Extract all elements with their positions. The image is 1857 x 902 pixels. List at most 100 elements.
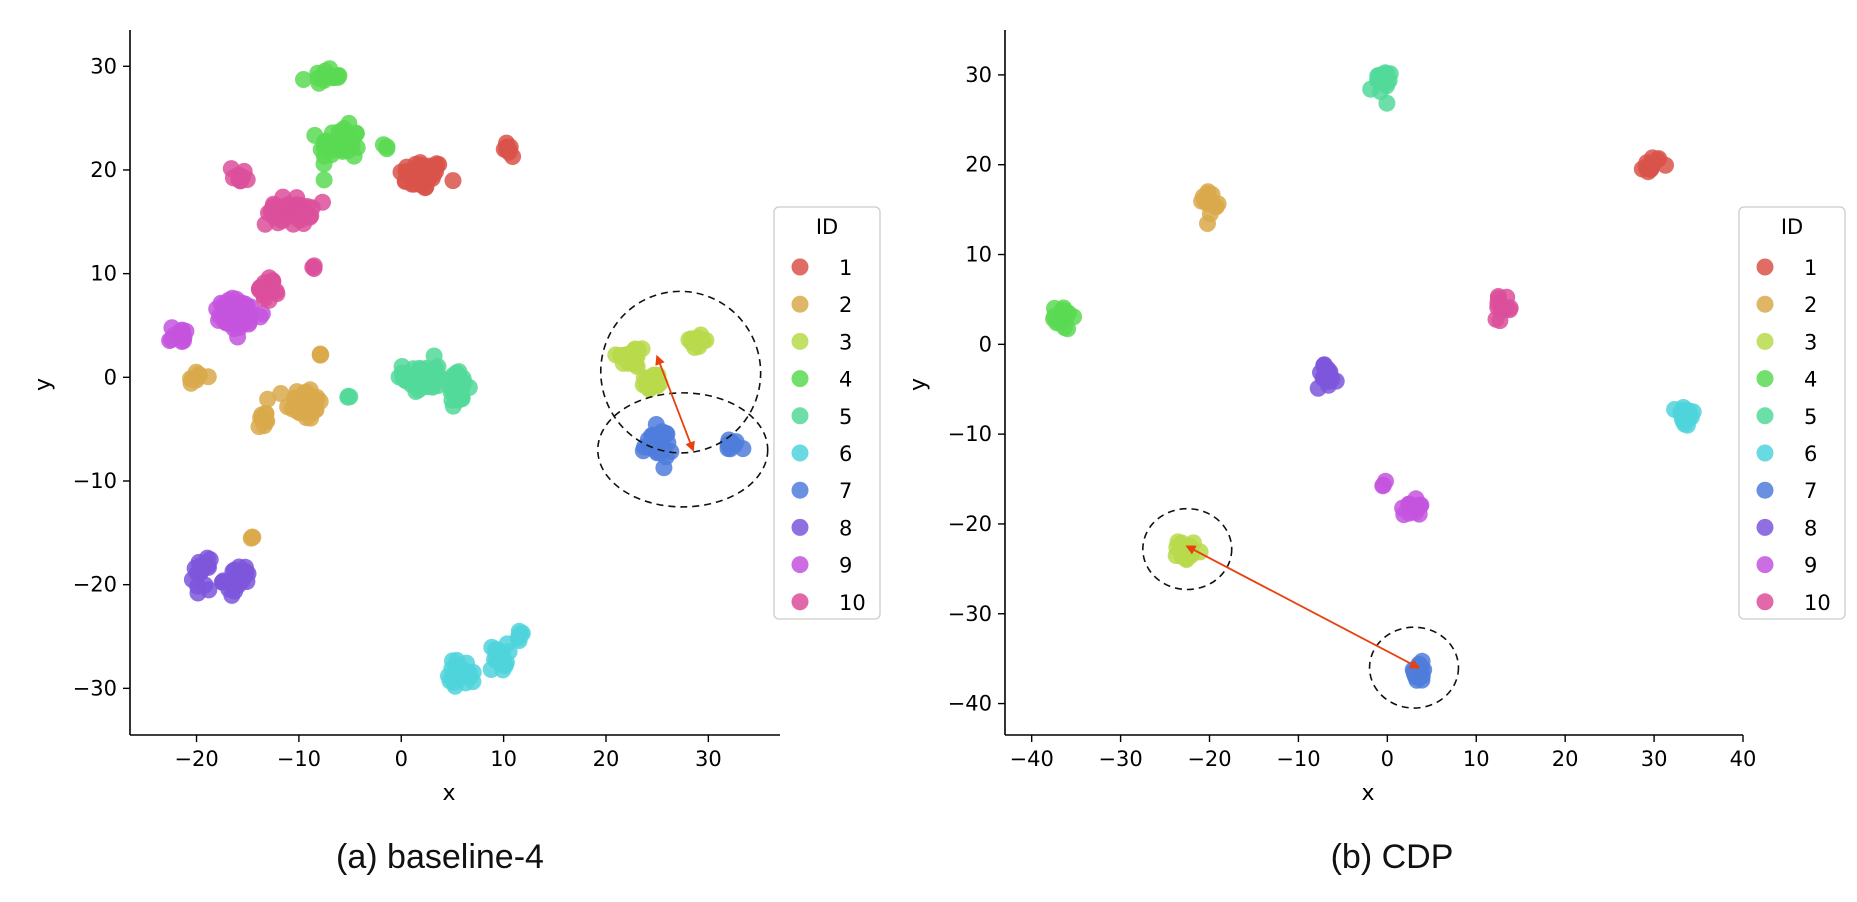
cluster-id-6 — [509, 622, 531, 650]
point-id-5 — [1378, 94, 1396, 112]
x-tick-label: −20 — [1187, 747, 1231, 771]
point-id-9 — [229, 328, 247, 346]
y-tick-label: 0 — [104, 365, 117, 389]
y-tick-label: −10 — [948, 422, 992, 446]
point-id-6 — [443, 660, 461, 678]
point-id-1 — [501, 142, 518, 160]
point-id-2 — [298, 395, 315, 413]
point-id-1 — [421, 157, 439, 175]
cluster-id-4 — [295, 60, 348, 92]
scatter-plot-cdp: −40 −30 −20 −10 0 10 20 30 40 −40 −30 −20 −10 0 10 20 30… — [906, 30, 1846, 806]
cluster-id-1 — [495, 134, 522, 165]
cluster-id-5 — [1362, 64, 1399, 112]
cluster-id-2 — [1193, 183, 1227, 232]
cluster-id-4 — [1045, 299, 1083, 338]
legend-marker-5 — [791, 407, 809, 425]
legend-marker-6 — [791, 444, 809, 462]
point-id-2 — [187, 368, 205, 386]
x-tick-label: 10 — [490, 747, 517, 771]
y-tick-label: 0 — [979, 332, 992, 356]
point-id-6 — [482, 661, 500, 678]
cluster-id-9 — [1374, 472, 1394, 495]
point-id-8 — [220, 580, 238, 598]
point-id-8 — [189, 577, 207, 595]
x-tick-label: 30 — [1641, 747, 1668, 771]
y-tick-label: −10 — [73, 469, 117, 493]
cluster-id-10 — [222, 160, 256, 190]
point-id-9 — [253, 305, 271, 323]
legend-label-1: 1 — [1804, 256, 1817, 280]
legend-label-7: 7 — [1804, 479, 1817, 503]
point-id-8 — [224, 562, 242, 580]
point-id-2 — [311, 392, 329, 410]
legend-label-2: 2 — [1804, 293, 1817, 317]
scatter-plot-baseline-4: −20 −10 0 10 20 30 −30 −20 −10 0 10 20 30 x y ID1 2 3 4 5 6 7… — [31, 30, 881, 806]
legend-marker-9 — [791, 556, 809, 574]
point-id-1 — [398, 158, 416, 176]
x-tick-label: 40 — [1730, 747, 1757, 771]
y-tick-label: −20 — [73, 573, 117, 597]
cluster-id-5 — [441, 363, 478, 415]
point-id-5 — [423, 364, 441, 382]
x-axis-label: x — [1361, 781, 1374, 806]
point-id-5 — [446, 380, 463, 398]
x-tick-label: −20 — [174, 747, 218, 771]
point-id-5 — [406, 369, 424, 387]
point-id-5 — [339, 387, 357, 405]
x-tick-label: 0 — [395, 747, 408, 771]
legend-marker-4 — [1756, 370, 1774, 388]
point-id-2 — [1199, 215, 1216, 232]
cluster-id-7 — [1404, 652, 1433, 689]
y-tick-label: 30 — [965, 63, 992, 87]
cluster-id-3 — [680, 326, 715, 356]
y-tick-label: −30 — [73, 676, 117, 700]
y-tick-label: 20 — [965, 153, 992, 177]
cluster-id-6 — [440, 651, 482, 695]
cluster-id-2 — [242, 528, 262, 547]
cluster-id-2 — [259, 381, 329, 427]
point-id-4 — [335, 127, 353, 145]
cluster-id-10 — [1487, 288, 1519, 330]
legend-marker-9 — [1756, 556, 1774, 574]
cluster-id-2 — [182, 363, 217, 392]
cluster-id-7 — [719, 431, 752, 458]
x-tick-label: 20 — [593, 747, 620, 771]
legend-title: ID — [816, 215, 838, 239]
point-id-4 — [295, 71, 312, 88]
point-id-4 — [1065, 308, 1083, 326]
point-id-4 — [315, 155, 333, 173]
point-id-3 — [627, 355, 645, 373]
points — [1045, 64, 1702, 689]
cluster-id-8 — [1309, 356, 1345, 397]
cluster-id-5 — [339, 387, 359, 406]
legend-label-4: 4 — [1804, 368, 1817, 392]
legend-marker-4 — [791, 370, 809, 388]
point-id-3 — [686, 339, 704, 356]
legend: ID1 2 3 4 5 6 7 8 9 10 — [1738, 206, 1846, 620]
x-tick-label: −40 — [1010, 747, 1054, 771]
legend-label-3: 3 — [839, 330, 852, 354]
point-id-10 — [257, 281, 275, 299]
distance-arrow — [1185, 545, 1421, 669]
point-id-1 — [1648, 151, 1666, 169]
legend-marker-1 — [791, 258, 809, 276]
cluster-id-1 — [392, 154, 462, 197]
legend-label-1: 1 — [839, 256, 852, 280]
legend-label-9: 9 — [839, 554, 852, 578]
point-id-5 — [444, 367, 462, 385]
point-id-3 — [1177, 550, 1195, 568]
legend-marker-2 — [1756, 295, 1774, 313]
legend-marker-1 — [1756, 258, 1774, 276]
legend-label-8: 8 — [1804, 516, 1817, 540]
point-id-10 — [305, 260, 323, 277]
legend-box — [1738, 206, 1846, 620]
point-id-3 — [635, 369, 653, 387]
caption-b: (b) CDP — [1330, 838, 1454, 876]
point-id-9 — [227, 302, 245, 320]
point-id-6 — [1678, 411, 1696, 429]
legend-title: ID — [1781, 215, 1803, 239]
y-tick-label: −40 — [948, 692, 992, 716]
point-id-9 — [211, 307, 229, 325]
point-id-10 — [267, 201, 285, 219]
